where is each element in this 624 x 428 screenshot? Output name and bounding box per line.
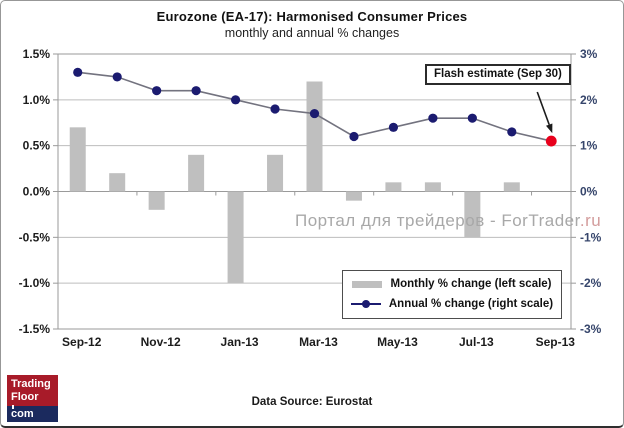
flash-estimate-callout: Flash estimate (Sep 30) [425, 64, 571, 85]
legend-annual-label: Annual % change (right scale) [388, 298, 554, 310]
x-axis-label: Sep-12 [62, 335, 102, 349]
point-May-13 [388, 122, 399, 132]
logo-line1: Trading [11, 378, 51, 390]
data-source: Data Source: Eurostat [251, 396, 373, 408]
bar-Aug-13 [503, 182, 520, 192]
left-axis-label: 1.5% [23, 47, 51, 61]
flash-estimate-label: Flash estimate (Sep 30) [434, 68, 562, 80]
legend: Monthly % change (left scale) Annual % c… [342, 270, 562, 319]
bar-Apr-13 [345, 191, 362, 201]
chart-title: Eurozone (EA-17): Harmonised Consumer Pr… [156, 9, 468, 24]
x-axis-label: May-13 [377, 335, 418, 349]
watermark-suffix: .ru [579, 211, 602, 230]
bar-Jul-13 [464, 191, 481, 238]
point-Jul-13 [467, 113, 477, 123]
point-Apr-13 [349, 131, 359, 142]
callout-arrow-head [545, 123, 553, 134]
point-Jan-13 [230, 95, 241, 105]
logo-bottom-block: com [7, 405, 58, 422]
right-axis-label: 2% [580, 93, 598, 107]
point-Oct-12 [112, 72, 122, 82]
watermark-text: Портал для трейдеров - ForTrader [295, 211, 580, 230]
point-Nov-12 [152, 86, 162, 96]
left-axis-label: 0.0% [23, 185, 51, 199]
callout-arrow-line [536, 91, 550, 125]
point-Dec-12 [191, 86, 201, 96]
flash-estimate-point [545, 135, 557, 147]
point-Mar-13 [309, 108, 320, 119]
right-axis-label: 1% [580, 139, 598, 153]
left-axis-label: -1.0% [19, 276, 51, 290]
logo-line2: Floor [11, 391, 39, 403]
watermark: Портал для трейдеров - ForTrader.ru [295, 211, 601, 231]
left-axis-label: 0.5% [23, 139, 51, 153]
legend-item-annual: Annual % change (right scale) [350, 296, 554, 312]
point-Feb-13 [270, 104, 280, 114]
right-axis-label: -2% [580, 276, 602, 290]
logo-dot-icon [12, 405, 14, 409]
logo-line3: com [11, 408, 34, 420]
right-axis-label: 3% [580, 47, 598, 61]
bar-Dec-12 [188, 154, 205, 192]
point-Jun-13 [428, 113, 438, 123]
bar-Feb-13 [267, 154, 284, 192]
annual-line-swatch-icon [350, 300, 381, 308]
x-axis-label: Nov-12 [141, 335, 181, 349]
bar-Jan-13 [227, 191, 244, 284]
bar-Nov-12 [148, 191, 165, 210]
monthly-bar-swatch-icon [352, 280, 383, 288]
bar-Oct-12 [109, 173, 126, 192]
bar-May-13 [385, 182, 402, 192]
left-axis-label: -1.5% [19, 322, 51, 336]
x-axis-label: Jan-13 [221, 335, 259, 349]
bar-Jun-13 [424, 182, 441, 192]
bar-Sep-12 [69, 127, 86, 192]
point-Aug-13 [507, 127, 517, 137]
logo-top-block: Trading Floor [7, 375, 58, 406]
left-axis-label: -0.5% [19, 230, 51, 244]
tradingfloor-logo: Trading Floor com [7, 375, 58, 422]
x-axis-label: Sep-13 [536, 335, 576, 349]
right-axis-label: 0% [580, 185, 598, 199]
x-axis-label: Jul-13 [459, 335, 494, 349]
bar-Mar-13 [306, 81, 323, 192]
point-Sep-12 [73, 67, 83, 77]
chart-subtitle: monthly and annual % changes [224, 26, 400, 40]
legend-item-monthly: Monthly % change (left scale) [352, 276, 552, 292]
legend-monthly-label: Monthly % change (left scale) [390, 278, 552, 290]
x-axis-label: Mar-13 [299, 335, 338, 349]
left-axis-label: 1.0% [23, 93, 51, 107]
right-axis-label: -1% [580, 230, 602, 244]
right-axis-label: -3% [580, 322, 602, 336]
